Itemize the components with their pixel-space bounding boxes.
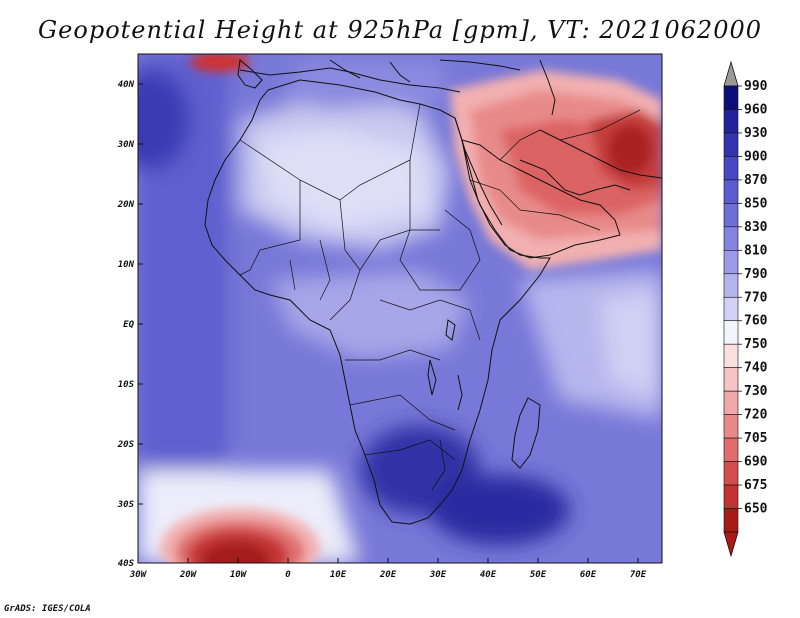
colorbar-swatch (723, 437, 739, 462)
colorbar-swatch (723, 226, 739, 251)
height-field (138, 54, 662, 563)
colorbar-swatch (723, 367, 739, 392)
colorbar-label: 990 (744, 79, 768, 94)
lat-label: 40S (118, 559, 135, 569)
lat-label: 40N (118, 80, 135, 90)
colorbar-under-arrow (723, 531, 739, 558)
lat-label: 30S (117, 500, 135, 510)
colorbar-over-arrow (723, 60, 739, 87)
lon-label: 10W (230, 570, 248, 580)
lat-label: 10N (118, 260, 135, 270)
colorbar-label: 850 (744, 196, 768, 211)
colorbar-swatch (723, 273, 739, 298)
colorbar-label: 690 (744, 455, 768, 470)
colorbar-swatch (723, 414, 739, 439)
colorbar-swatch (723, 461, 739, 486)
colorbar-swatch (723, 85, 739, 110)
colorbar-label: 760 (744, 314, 768, 329)
colorbar-swatch (723, 132, 739, 157)
lat-label: EQ (123, 320, 134, 330)
lon-label: 20W (179, 570, 198, 580)
colorbar-label: 770 (744, 290, 768, 305)
colorbar-swatch (723, 390, 739, 415)
colorbar: 990 960 930 900 870 850 830 810 790 770 760 750 740 7… (723, 60, 768, 558)
lon-label: 10E (330, 570, 347, 580)
colorbar-label: 830 (744, 220, 768, 235)
colorbar-label: 750 (744, 337, 768, 352)
lat-label: 20N (117, 200, 135, 210)
lon-labels: 30W 20W 10W 0 10E 20E 30E 40E 50E 60E 70… (129, 570, 647, 580)
colorbar-swatch (723, 296, 739, 322)
country-borders (239, 103, 641, 491)
colorbar-label: 705 (744, 431, 767, 446)
lon-label: 30W (129, 570, 148, 580)
colorbar-label: 870 (744, 173, 768, 188)
colorbar-swatch (723, 203, 739, 228)
colorbar-label: 650 (744, 502, 768, 517)
colorbar-label: 720 (744, 408, 768, 423)
map-frame (137, 53, 663, 564)
colorbar-swatch (723, 179, 739, 204)
map-title: Geopotential Height at 925hPa [gpm], VT:… (38, 16, 762, 44)
colorbar-swatch (723, 484, 739, 509)
colorbar-label: 740 (744, 361, 768, 376)
colorbar-label: 675 (744, 478, 767, 493)
coastlines (204, 59, 662, 525)
lon-label: 40E (480, 570, 497, 580)
colorbar-label: 730 (744, 384, 768, 399)
lon-label: 0 (285, 570, 291, 580)
lat-label: 10S (118, 380, 135, 390)
colorbar-swatch (723, 156, 739, 181)
lon-label: 30E (429, 570, 447, 580)
colorbar-swatch (723, 109, 739, 134)
colorbar-label: 960 (744, 102, 768, 117)
colorbar-label: 900 (744, 149, 768, 164)
lon-ticks (137, 558, 639, 563)
lon-label: 70E (630, 570, 647, 580)
colorbar-swatch (723, 250, 739, 275)
credit-label: GrADS: IGES/COLA (4, 604, 91, 614)
colorbar-swatch (723, 343, 739, 368)
colorbar-swatch (723, 320, 739, 345)
lon-label: 60E (580, 570, 597, 580)
lon-label: 50E (530, 570, 547, 580)
lat-labels: 40N 30N 20N 10N EQ 10S 20S 30S 40S (117, 80, 135, 569)
lat-ticks (138, 83, 143, 564)
colorbar-label: 810 (744, 243, 768, 258)
lat-label: 20S (117, 440, 135, 450)
colorbar-label: 930 (744, 126, 768, 141)
colorbar-label: 790 (744, 267, 768, 282)
colorbar-swatch (723, 508, 739, 533)
lon-label: 20E (379, 570, 397, 580)
lat-label: 30N (117, 140, 135, 150)
